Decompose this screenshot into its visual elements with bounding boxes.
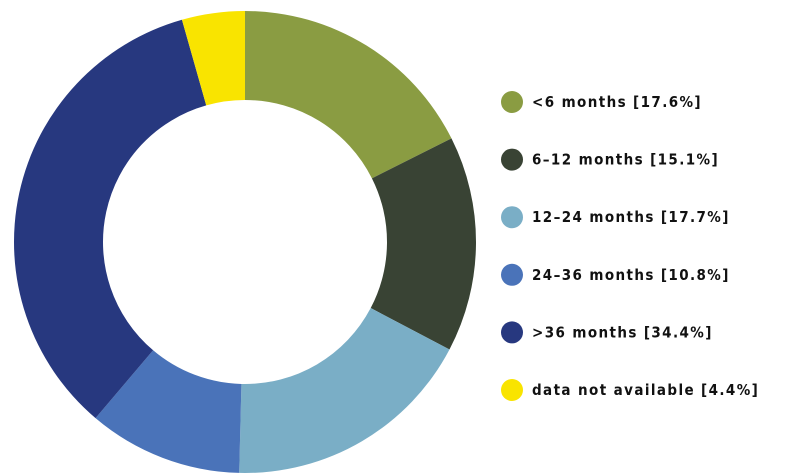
donut-slice <box>239 308 450 474</box>
legend-marker <box>501 263 523 286</box>
legend-category: >36 months <box>532 323 638 341</box>
legend-marker <box>501 148 523 171</box>
legend-value: [10.8%] <box>661 265 730 283</box>
legend-category: 6–12 months <box>532 150 644 168</box>
legend-label: data not available [4.4%] <box>532 381 759 399</box>
legend-label: >36 months [34.4%] <box>532 323 713 341</box>
legend-marker <box>501 206 523 229</box>
donut-slice <box>95 350 242 473</box>
legend-category: 24–36 months <box>532 265 655 283</box>
legend-value: [4.4%] <box>701 381 759 399</box>
donut-slice <box>14 19 207 419</box>
legend-label: <6 months [17.6%] <box>532 93 702 111</box>
legend-marker <box>501 321 523 344</box>
donut-slice <box>245 11 452 179</box>
legend-marker <box>501 91 523 113</box>
legend-category: <6 months <box>532 93 627 111</box>
legend-value: [17.7%] <box>661 208 730 226</box>
legend-category: data not available <box>532 381 695 399</box>
legend-value: [17.6%] <box>633 93 702 111</box>
legend-label: 6–12 months [15.1%] <box>532 150 719 168</box>
legend-value: [15.1%] <box>650 150 719 168</box>
legend-label: 24–36 months [10.8%] <box>532 265 730 283</box>
donut-slice <box>181 11 245 106</box>
legend-label: 12–24 months [17.7%] <box>532 208 730 226</box>
legend-category: 12–24 months <box>532 208 655 226</box>
legend-value: [34.4%] <box>644 323 713 341</box>
legend-marker <box>501 379 523 401</box>
donut-slice <box>370 138 476 350</box>
